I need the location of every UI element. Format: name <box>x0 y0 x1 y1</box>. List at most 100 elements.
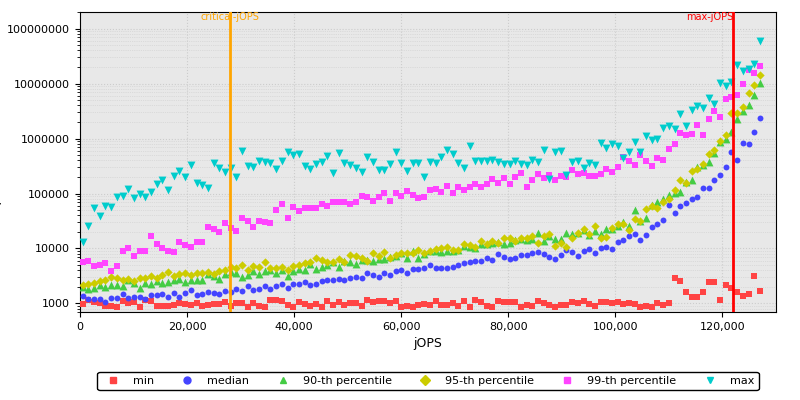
95-th percentile <box>725 110 738 116</box>
95-th percentile <box>116 276 129 283</box>
median <box>253 285 266 292</box>
min <box>406 304 419 310</box>
median <box>474 258 487 264</box>
90-th percentile <box>429 248 442 254</box>
99-th percentile <box>725 94 738 100</box>
95-th percentile <box>190 270 203 276</box>
99-th percentile <box>418 194 430 200</box>
median <box>702 185 715 191</box>
min <box>651 299 664 306</box>
min <box>378 298 390 304</box>
90-th percentile <box>326 258 339 265</box>
95-th percentile <box>167 272 180 279</box>
99-th percentile <box>139 247 152 254</box>
min <box>298 301 311 307</box>
99-th percentile <box>668 141 681 148</box>
95-th percentile <box>498 234 510 241</box>
99-th percentile <box>378 190 390 197</box>
99-th percentile <box>606 169 618 175</box>
min <box>628 301 641 307</box>
min <box>350 300 362 306</box>
median <box>583 246 596 252</box>
95-th percentile <box>509 238 522 244</box>
95-th percentile <box>264 265 277 272</box>
median <box>150 292 163 298</box>
99-th percentile <box>230 228 242 234</box>
95-th percentile <box>412 247 425 253</box>
median <box>435 265 448 271</box>
99-th percentile <box>281 215 294 221</box>
min <box>526 303 538 310</box>
90-th percentile <box>162 278 174 285</box>
90-th percentile <box>646 201 658 208</box>
max <box>350 165 362 172</box>
99-th percentile <box>714 114 726 120</box>
median <box>401 270 414 276</box>
95-th percentile <box>378 249 390 256</box>
min <box>492 298 505 304</box>
95-th percentile <box>236 262 249 268</box>
max <box>708 101 721 108</box>
min <box>452 303 465 310</box>
min <box>679 289 692 296</box>
95-th percentile <box>127 277 140 284</box>
95-th percentile <box>583 231 596 238</box>
max <box>622 148 635 155</box>
min <box>82 297 94 304</box>
median <box>594 244 607 251</box>
min <box>554 302 567 308</box>
95-th percentile <box>742 90 755 96</box>
median <box>730 157 743 163</box>
99-th percentile <box>498 174 510 181</box>
min <box>742 290 755 297</box>
90-th percentile <box>446 247 459 254</box>
90-th percentile <box>122 277 134 284</box>
max <box>412 160 425 166</box>
99-th percentile <box>691 122 704 128</box>
Text: max-jOPS: max-jOPS <box>686 12 733 22</box>
max <box>242 163 254 170</box>
90-th percentile <box>458 243 470 250</box>
X-axis label: jOPS: jOPS <box>414 337 442 350</box>
min <box>332 299 345 306</box>
min <box>646 304 658 310</box>
99-th percentile <box>202 224 214 230</box>
min <box>361 297 374 304</box>
90-th percentile <box>560 230 573 236</box>
90-th percentile <box>566 231 578 237</box>
99-th percentile <box>549 176 562 183</box>
99-th percentile <box>133 248 146 254</box>
99-th percentile <box>384 198 397 204</box>
95-th percentile <box>538 233 550 239</box>
median <box>520 252 533 258</box>
median <box>88 295 101 302</box>
min <box>173 300 186 306</box>
max <box>178 174 191 180</box>
90-th percentile <box>401 255 414 261</box>
max <box>611 143 624 150</box>
90-th percentile <box>697 162 710 169</box>
max <box>264 160 277 166</box>
90-th percentile <box>224 268 237 275</box>
95-th percentile <box>503 234 516 241</box>
max <box>156 177 169 183</box>
median <box>725 149 738 155</box>
95-th percentile <box>646 203 658 209</box>
max <box>474 158 487 164</box>
max <box>423 158 436 165</box>
99-th percentile <box>520 183 533 190</box>
90-th percentile <box>509 236 522 243</box>
99-th percentile <box>76 259 89 265</box>
90-th percentile <box>298 267 311 273</box>
max <box>725 79 738 86</box>
min <box>190 300 203 306</box>
99-th percentile <box>145 233 158 239</box>
99-th percentile <box>566 167 578 174</box>
min <box>281 302 294 308</box>
95-th percentile <box>247 263 260 270</box>
90-th percentile <box>628 207 641 214</box>
99-th percentile <box>390 190 402 196</box>
median <box>748 129 761 135</box>
90-th percentile <box>110 282 123 288</box>
90-th percentile <box>526 235 538 242</box>
